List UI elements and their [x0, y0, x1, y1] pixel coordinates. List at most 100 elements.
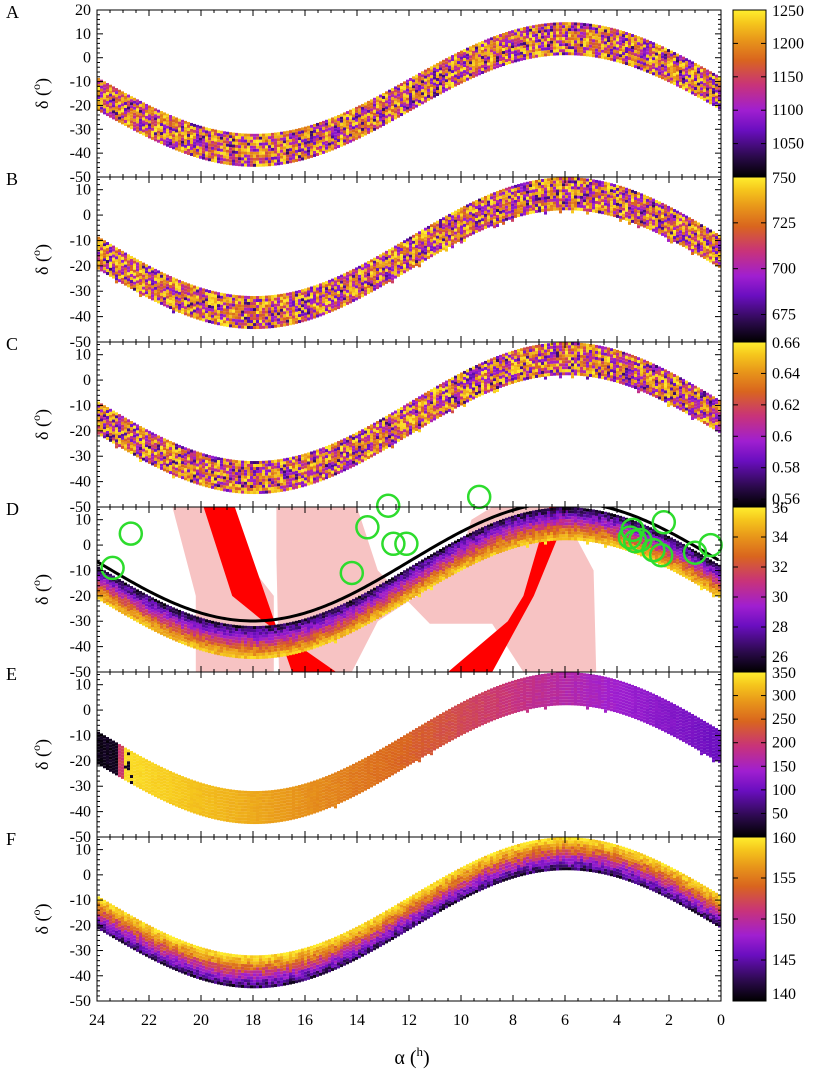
ticks	[96, 342, 722, 508]
colorbar-tick-label: 750	[772, 170, 796, 187]
colorbar-e: 350 300 250 200 150 100 50	[732, 665, 796, 838]
x-tick-label: 22	[141, 1012, 157, 1029]
y-tick-label: -50	[70, 169, 91, 186]
y-tick-label: -30	[70, 448, 91, 465]
colorbar-gradient	[733, 342, 766, 507]
y-tick-label: 0	[83, 702, 91, 719]
colorbar-a: 1250 1200 1150 1100 1050	[732, 3, 804, 178]
colorbar-gradient	[733, 177, 766, 342]
colorbar-tick-label: 0.66	[772, 335, 800, 352]
x-tick-label: 20	[193, 1012, 209, 1029]
colorbar-tick-label: 145	[772, 952, 796, 969]
y-tick-label: -40	[70, 804, 91, 821]
source-circle	[100, 555, 125, 581]
sky-band	[97, 342, 721, 495]
panel-letter: A	[6, 2, 19, 22]
colorbar-tick-label: 350	[772, 665, 796, 682]
y-tick-label: -20	[70, 917, 91, 934]
colorbar-gradient	[733, 507, 766, 672]
colorbar-tick-label: 0.58	[772, 460, 800, 477]
y-tick-label: -10	[70, 562, 91, 579]
y-axis-label: δ (o)	[29, 574, 53, 605]
y-tick-label: -30	[70, 283, 91, 300]
y-tick-label: 10	[75, 26, 91, 43]
colorbar-tick-label: 675	[772, 307, 796, 324]
plot-area	[97, 22, 721, 167]
colorbar-tick-label: 32	[772, 559, 788, 576]
x-tick-label: 10	[453, 1012, 469, 1029]
colorbar-tick-label: 100	[772, 782, 796, 799]
sky-band	[97, 177, 721, 330]
colorbar-tick-label: 155	[772, 870, 796, 887]
x-tick-label: 0	[717, 1012, 725, 1029]
y-tick-label: -20	[70, 258, 91, 275]
y-axis-label: δ (o)	[29, 78, 53, 109]
y-tick-label: 0	[83, 537, 91, 554]
source-circle	[394, 531, 419, 557]
colorbar-tick-label: 1250	[772, 3, 804, 20]
ticks	[96, 507, 722, 673]
source-circle	[118, 521, 144, 546]
y-tick-label: -10	[70, 892, 91, 909]
y-tick-label: -10	[70, 232, 91, 249]
panel-b: 10 0 -10 -20 -30 -40 -50 Bδ (o) 750 725 700 675	[6, 169, 796, 351]
panel-letter: C	[6, 334, 18, 354]
source-circle	[682, 540, 708, 565]
panel-letter: F	[6, 829, 16, 849]
y-tick-label: -20	[70, 423, 91, 440]
colorbar-b: 750 725 700 675	[732, 170, 796, 343]
x-tick-label: 8	[509, 1012, 517, 1029]
y-tick-label: -50	[70, 499, 91, 516]
x-tick-label: 12	[401, 1012, 417, 1029]
galactic-plane-band-2	[448, 507, 571, 672]
y-tick-label: -30	[70, 943, 91, 960]
colorbar-tick-label: 1100	[772, 102, 803, 119]
y-tick-label: -30	[70, 778, 91, 795]
plot-area	[97, 177, 721, 330]
ticks	[96, 9, 722, 178]
y-tick-label: 10	[75, 512, 91, 529]
x-tick-label: 16	[297, 1012, 313, 1029]
ticks	[96, 177, 722, 343]
y-tick-label: 0	[83, 207, 91, 224]
x-axis: α (h) 24 22 20 18 16 14 12 10 8 6 4 2 0	[89, 1012, 725, 1069]
plot-area	[97, 507, 721, 672]
panel-d: 10 0 -10 -20 -30 -40 -50 Dδ (o) 36 34 32 30 28 26	[6, 484, 788, 681]
colorbar-tick-label: 300	[772, 688, 796, 705]
y-tick-label: -10	[70, 74, 91, 91]
source-circle	[355, 515, 380, 540]
colorbar-tick-label: 34	[772, 529, 788, 546]
source-circle	[651, 509, 677, 535]
y-tick-label: 10	[75, 842, 91, 859]
colorbar-tick-label: 1050	[772, 136, 804, 153]
source-circle	[648, 542, 674, 568]
colorbar-tick-label: 1150	[772, 69, 803, 86]
plot-area	[97, 837, 721, 989]
colorbar-tick-label: 200	[772, 735, 796, 752]
y-tick-label: -50	[70, 664, 91, 681]
panel-letter: E	[6, 664, 17, 684]
x-tick-label: 6	[561, 1012, 569, 1029]
colorbar-f: 160 155 150 145 140	[732, 830, 796, 1003]
y-axis-label: δ (o)	[29, 739, 53, 770]
y-tick-label: 0	[83, 372, 91, 389]
offset-ecliptic-line	[97, 507, 720, 623]
colorbar-tick-label: 700	[772, 261, 796, 278]
colorbar-c: 0.66 0.64 0.62 0.6 0.58 0.56	[732, 335, 800, 508]
colorbar-tick-label: 150	[772, 758, 796, 775]
sky-band	[97, 837, 721, 989]
colorbar-tick-label: 0.6	[772, 428, 792, 445]
colorbar-tick-label: 0.64	[772, 365, 800, 382]
colorbar-gradient	[733, 10, 766, 177]
plot-area	[97, 672, 721, 825]
exclusion-region-2	[276, 507, 597, 672]
y-axis-label: δ (o)	[29, 904, 53, 935]
y-tick-label: -40	[70, 639, 91, 656]
panel-a: 20 10 0 -10 -20 -30 -40 -50 Aδ (o) 1250 1200 1150 11…	[6, 2, 804, 186]
y-tick-label: -50	[70, 829, 91, 846]
y-tick-label: -10	[70, 727, 91, 744]
colorbar-tick-label: 160	[772, 830, 796, 847]
colorbar-tick-label: 28	[772, 619, 788, 636]
